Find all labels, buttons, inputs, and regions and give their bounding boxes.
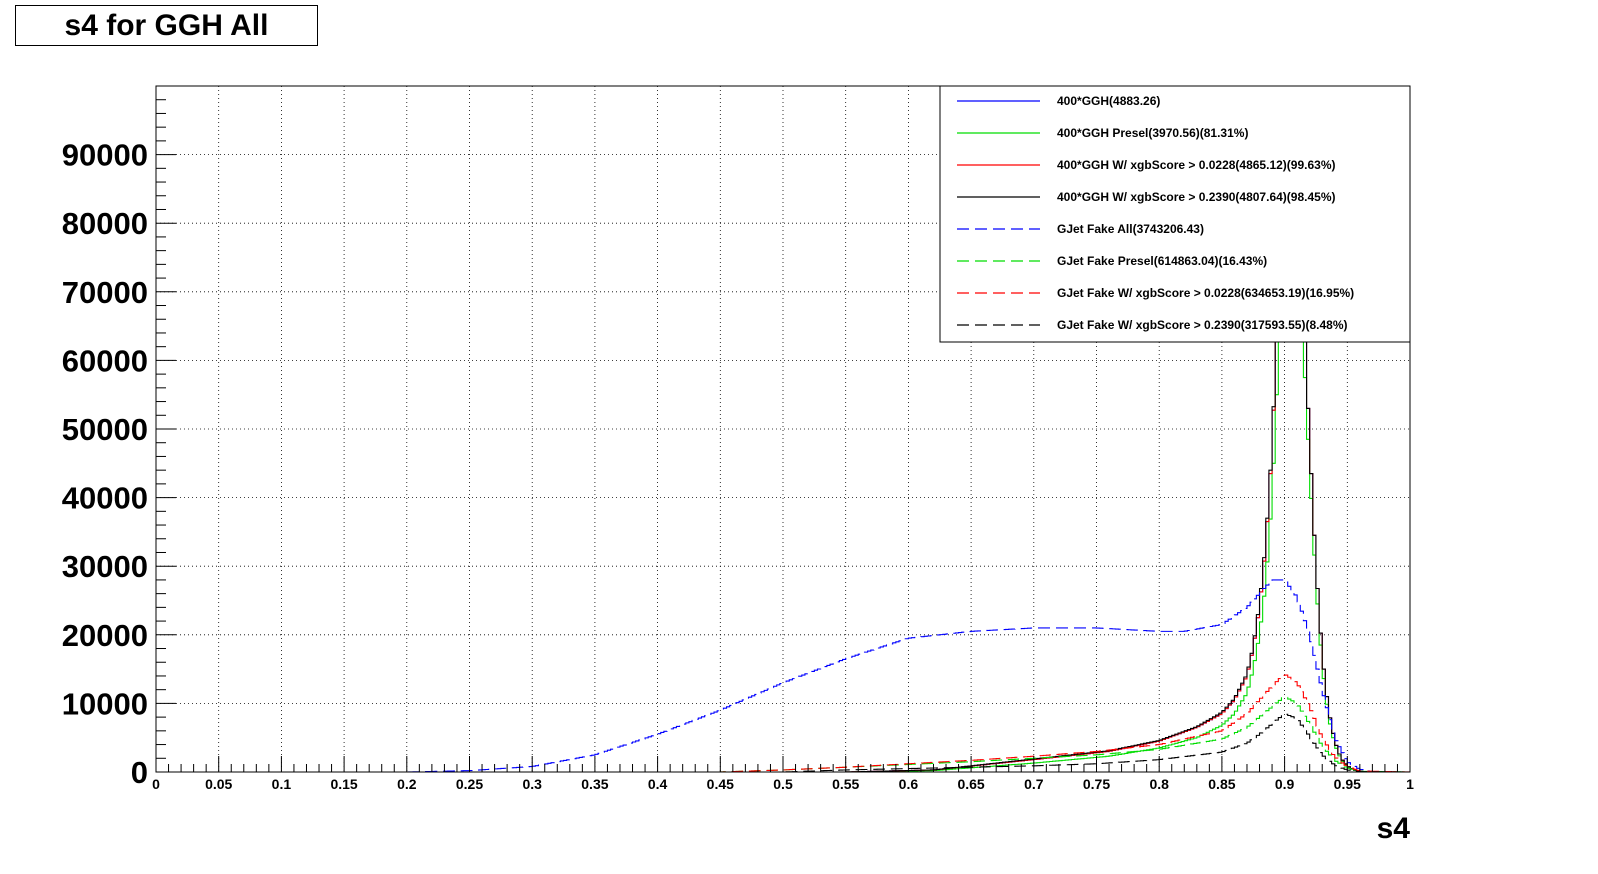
x-tick-label: 0.4 [648, 776, 668, 792]
legend-entry[interactable]: 400*GGH Presel(3970.56)(81.31%) [1057, 126, 1248, 140]
x-tick-label: 0.05 [205, 776, 232, 792]
x-tick-label: 0.9 [1275, 776, 1295, 792]
legend-entry[interactable]: GJet Fake W/ xgbScore > 0.2390(317593.55… [1057, 318, 1348, 332]
x-tick-label: 0.75 [1083, 776, 1110, 792]
series-layer [156, 114, 1410, 772]
chart-title: s4 for GGH All [15, 5, 318, 46]
y-tick-label: 60000 [62, 343, 148, 378]
x-tick-label: 0.8 [1149, 776, 1169, 792]
series-line [156, 114, 1410, 772]
x-tick-label: 0.45 [707, 776, 734, 792]
legend-entry[interactable]: 400*GGH W/ xgbScore > 0.2390(4807.64)(98… [1057, 190, 1335, 204]
x-tick-label: 0.55 [832, 776, 859, 792]
x-tick-label: 0 [152, 776, 160, 792]
series-line [156, 696, 1410, 772]
x-tick-label: 0.3 [522, 776, 542, 792]
axes: 0 0.05 0.1 0.15 0.2 0.25 0.3 0.35 0.4 0.45 0.5 0.55… [62, 99, 1414, 792]
x-tick-label: 0.65 [957, 776, 984, 792]
y-tick-label: 90000 [62, 138, 148, 173]
x-tick-label: 0.15 [330, 776, 357, 792]
legend-entry[interactable]: GJet Fake Presel(614863.04)(16.43%) [1057, 254, 1267, 268]
x-tick-label: 0.6 [899, 776, 919, 792]
x-tick-label: 0.95 [1334, 776, 1361, 792]
y-tick-label: 80000 [62, 206, 148, 241]
y-tick-label: 40000 [62, 481, 148, 516]
legend-entry[interactable]: 400*GGH W/ xgbScore > 0.0228(4865.12)(99… [1057, 158, 1335, 172]
series-line [156, 198, 1410, 772]
y-tick-label: 0 [131, 755, 148, 790]
y-tick-label: 20000 [62, 618, 148, 653]
y-tick-label: 30000 [62, 549, 148, 584]
legend[interactable]: 400*GGH(4883.26) 400*GGH Presel(3970.56)(… [939, 85, 1411, 343]
x-tick-label: 0.25 [456, 776, 483, 792]
y-tick-label: 10000 [62, 686, 148, 721]
legend-box [939, 85, 1411, 343]
legend-entry[interactable]: 400*GGH(4883.26) [1057, 94, 1160, 108]
x-axis-label: s4 [1377, 812, 1411, 845]
legend-entry[interactable]: GJet Fake W/ xgbScore > 0.0228(634653.19… [1057, 286, 1354, 300]
series-line [156, 713, 1410, 772]
x-tick-label: 0.1 [272, 776, 292, 792]
legend-entry[interactable]: GJet Fake All(3743206.43) [1057, 222, 1204, 236]
x-tick-label: 0.85 [1208, 776, 1235, 792]
x-tick-label: 0.5 [773, 776, 793, 792]
y-tick-label: 50000 [62, 412, 148, 447]
series-line [156, 579, 1410, 772]
y-tick-label: 70000 [62, 275, 148, 310]
x-tick-label: 0.2 [397, 776, 417, 792]
x-tick-label: 1 [1406, 776, 1414, 792]
x-tick-label: 0.7 [1024, 776, 1044, 792]
x-tick-label: 0.35 [581, 776, 608, 792]
